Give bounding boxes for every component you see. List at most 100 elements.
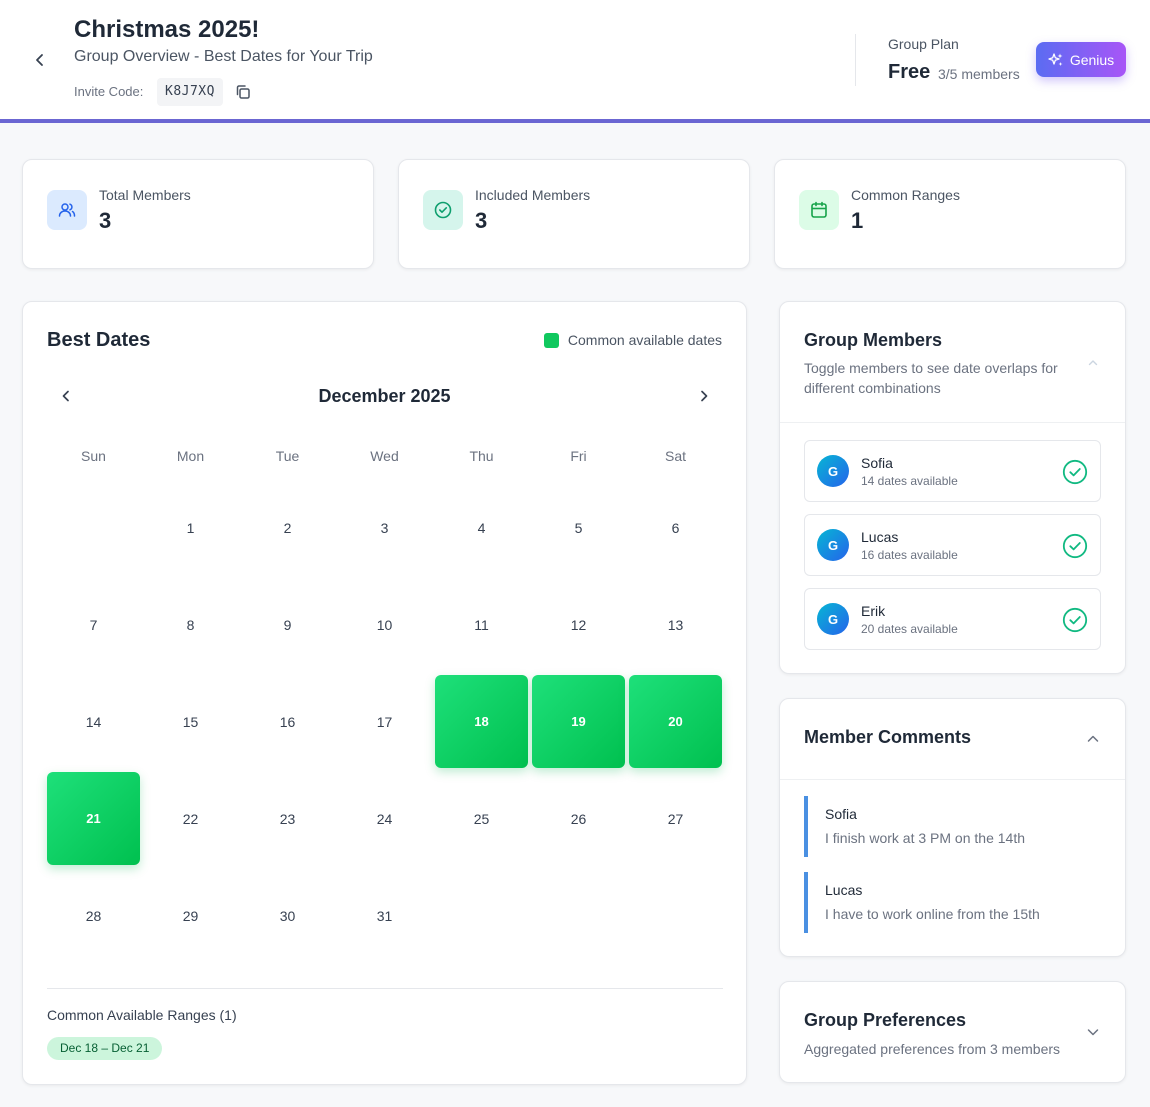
plan-label: Group Plan xyxy=(888,36,959,52)
calendar-day: 14 xyxy=(85,713,102,730)
calendar-day: 8 xyxy=(186,616,195,633)
page-title: Christmas 2025! xyxy=(74,16,260,43)
group-preferences-panel[interactable]: Group Preferences Aggregated preferences… xyxy=(779,981,1126,1083)
calendar-day: 25 xyxy=(473,810,490,827)
avatar: G xyxy=(817,603,849,635)
chevron-down-icon xyxy=(1087,1029,1099,1036)
check-circle-icon[interactable] xyxy=(1062,459,1088,485)
stat-card-included-members: Included Members 3 xyxy=(398,159,750,269)
stat-label: Common Ranges xyxy=(851,187,960,203)
calendar-day-common[interactable]: 21 xyxy=(47,772,140,865)
comment-item: Sofia I finish work at 3 PM on the 14th xyxy=(804,796,1101,857)
weekday-label: Tue xyxy=(275,448,300,464)
next-month-button[interactable] xyxy=(692,384,716,408)
check-circle-icon[interactable] xyxy=(1062,607,1088,633)
weekday-label: Thu xyxy=(469,448,494,464)
avatar: G xyxy=(817,529,849,561)
invite-code-label: Invite Code: xyxy=(74,84,144,99)
calendar-day: 15 xyxy=(182,713,199,730)
calendar-day: 3 xyxy=(380,519,389,536)
legend-swatch xyxy=(543,332,559,348)
calendar-day: 11 xyxy=(474,616,489,633)
calendar-day: 29 xyxy=(182,907,199,924)
expand-preferences-button[interactable] xyxy=(1083,1022,1103,1042)
back-button[interactable] xyxy=(28,48,52,72)
page-subtitle: Group Overview - Best Dates for Your Tri… xyxy=(74,48,373,65)
comment-text: I finish work at 3 PM on the 14th xyxy=(825,830,1025,846)
weekday-label: Sat xyxy=(664,448,686,464)
comment-author: Lucas xyxy=(825,882,863,898)
group-members-description: Toggle members to see date overlaps for … xyxy=(804,360,1058,396)
calendar-day: 13 xyxy=(667,616,684,633)
panel-divider xyxy=(780,779,1125,780)
calendar-day: 9 xyxy=(283,616,292,633)
genius-label: Genius xyxy=(1069,51,1115,68)
member-dates: 14 dates available xyxy=(861,474,958,488)
copy-invite-button[interactable] xyxy=(234,83,252,101)
group-preferences-description: Aggregated preferences from 3 members xyxy=(804,1041,1061,1057)
chevron-up-icon xyxy=(1087,735,1099,742)
stat-card-common-ranges: Common Ranges 1 xyxy=(774,159,1126,269)
collapse-members-button[interactable] xyxy=(1083,353,1103,373)
weekday-label: Mon xyxy=(176,448,205,464)
calendar-day: 26 xyxy=(570,810,587,827)
weekday-label: Sun xyxy=(81,448,106,464)
chevron-left-icon xyxy=(62,390,69,402)
stat-icon-bg xyxy=(423,190,463,230)
weekday-label: Fri xyxy=(570,448,587,464)
member-name: Sofia xyxy=(861,455,893,471)
legend-label: Common available dates xyxy=(567,332,722,348)
member-item-sofia[interactable]: G Sofia 14 dates available xyxy=(804,440,1101,502)
stat-label: Total Members xyxy=(99,187,191,203)
group-members-title: Group Members xyxy=(804,330,943,350)
calendar-day: 6 xyxy=(671,519,680,536)
group-members-panel: Group Members Toggle members to see date… xyxy=(779,301,1126,674)
check-circle-icon[interactable] xyxy=(1062,533,1088,559)
member-dates: 20 dates available xyxy=(861,622,958,636)
member-comments-title: Member Comments xyxy=(804,727,972,747)
genius-button[interactable]: Genius xyxy=(1036,42,1126,77)
stat-icon-bg xyxy=(47,190,87,230)
member-name: Lucas xyxy=(861,529,899,545)
calendar-day: 31 xyxy=(376,907,393,924)
stat-label: Included Members xyxy=(475,187,591,203)
stat-icon-bg xyxy=(799,190,839,230)
chevron-up-icon xyxy=(1088,360,1098,366)
check-circle-icon xyxy=(434,201,452,219)
member-name: Erik xyxy=(861,603,886,619)
calendar-day: 1 xyxy=(186,519,195,536)
common-ranges-title: Common Available Ranges (1) xyxy=(47,1007,237,1023)
calendar-day-common[interactable]: 20 xyxy=(629,675,722,768)
calendar-icon xyxy=(811,201,827,218)
panel-divider xyxy=(780,422,1125,423)
avatar: G xyxy=(817,455,849,487)
calendar-day: 24 xyxy=(376,810,393,827)
best-dates-card: Best Dates Common available dates Decemb… xyxy=(22,301,747,1085)
collapse-comments-button[interactable] xyxy=(1083,729,1103,749)
calendar-day-common[interactable]: 18 xyxy=(435,675,528,768)
users-icon xyxy=(58,203,76,217)
header: Christmas 2025! Group Overview - Best Da… xyxy=(0,0,1150,123)
range-chip[interactable]: Dec 18 – Dec 21 xyxy=(47,1037,163,1060)
calendar-day: 22 xyxy=(182,810,199,827)
header-divider xyxy=(855,34,856,86)
calendar-day: 23 xyxy=(279,810,296,827)
member-item-lucas[interactable]: G Lucas 16 dates available xyxy=(804,514,1101,576)
group-preferences-title: Group Preferences xyxy=(804,1010,967,1030)
calendar-day: 2 xyxy=(283,519,292,536)
calendar-day-common[interactable]: 19 xyxy=(532,675,625,768)
stat-value: 3 xyxy=(475,208,488,233)
prev-month-button[interactable] xyxy=(54,384,78,408)
calendar-day: 28 xyxy=(85,907,102,924)
comment-text: I have to work online from the 15th xyxy=(825,906,1040,922)
calendar-day: 7 xyxy=(89,616,98,633)
member-item-erik[interactable]: G Erik 20 dates available xyxy=(804,588,1101,650)
copy-icon xyxy=(236,85,250,99)
stat-card-total-members: Total Members 3 xyxy=(22,159,374,269)
calendar-day: 5 xyxy=(574,519,583,536)
calendar-day: 10 xyxy=(376,616,393,633)
weekday-label: Wed xyxy=(370,448,399,464)
best-dates-title: Best Dates xyxy=(47,329,151,351)
comment-item: Lucas I have to work online from the 15t… xyxy=(804,872,1101,933)
sparkles-icon xyxy=(1048,52,1063,66)
